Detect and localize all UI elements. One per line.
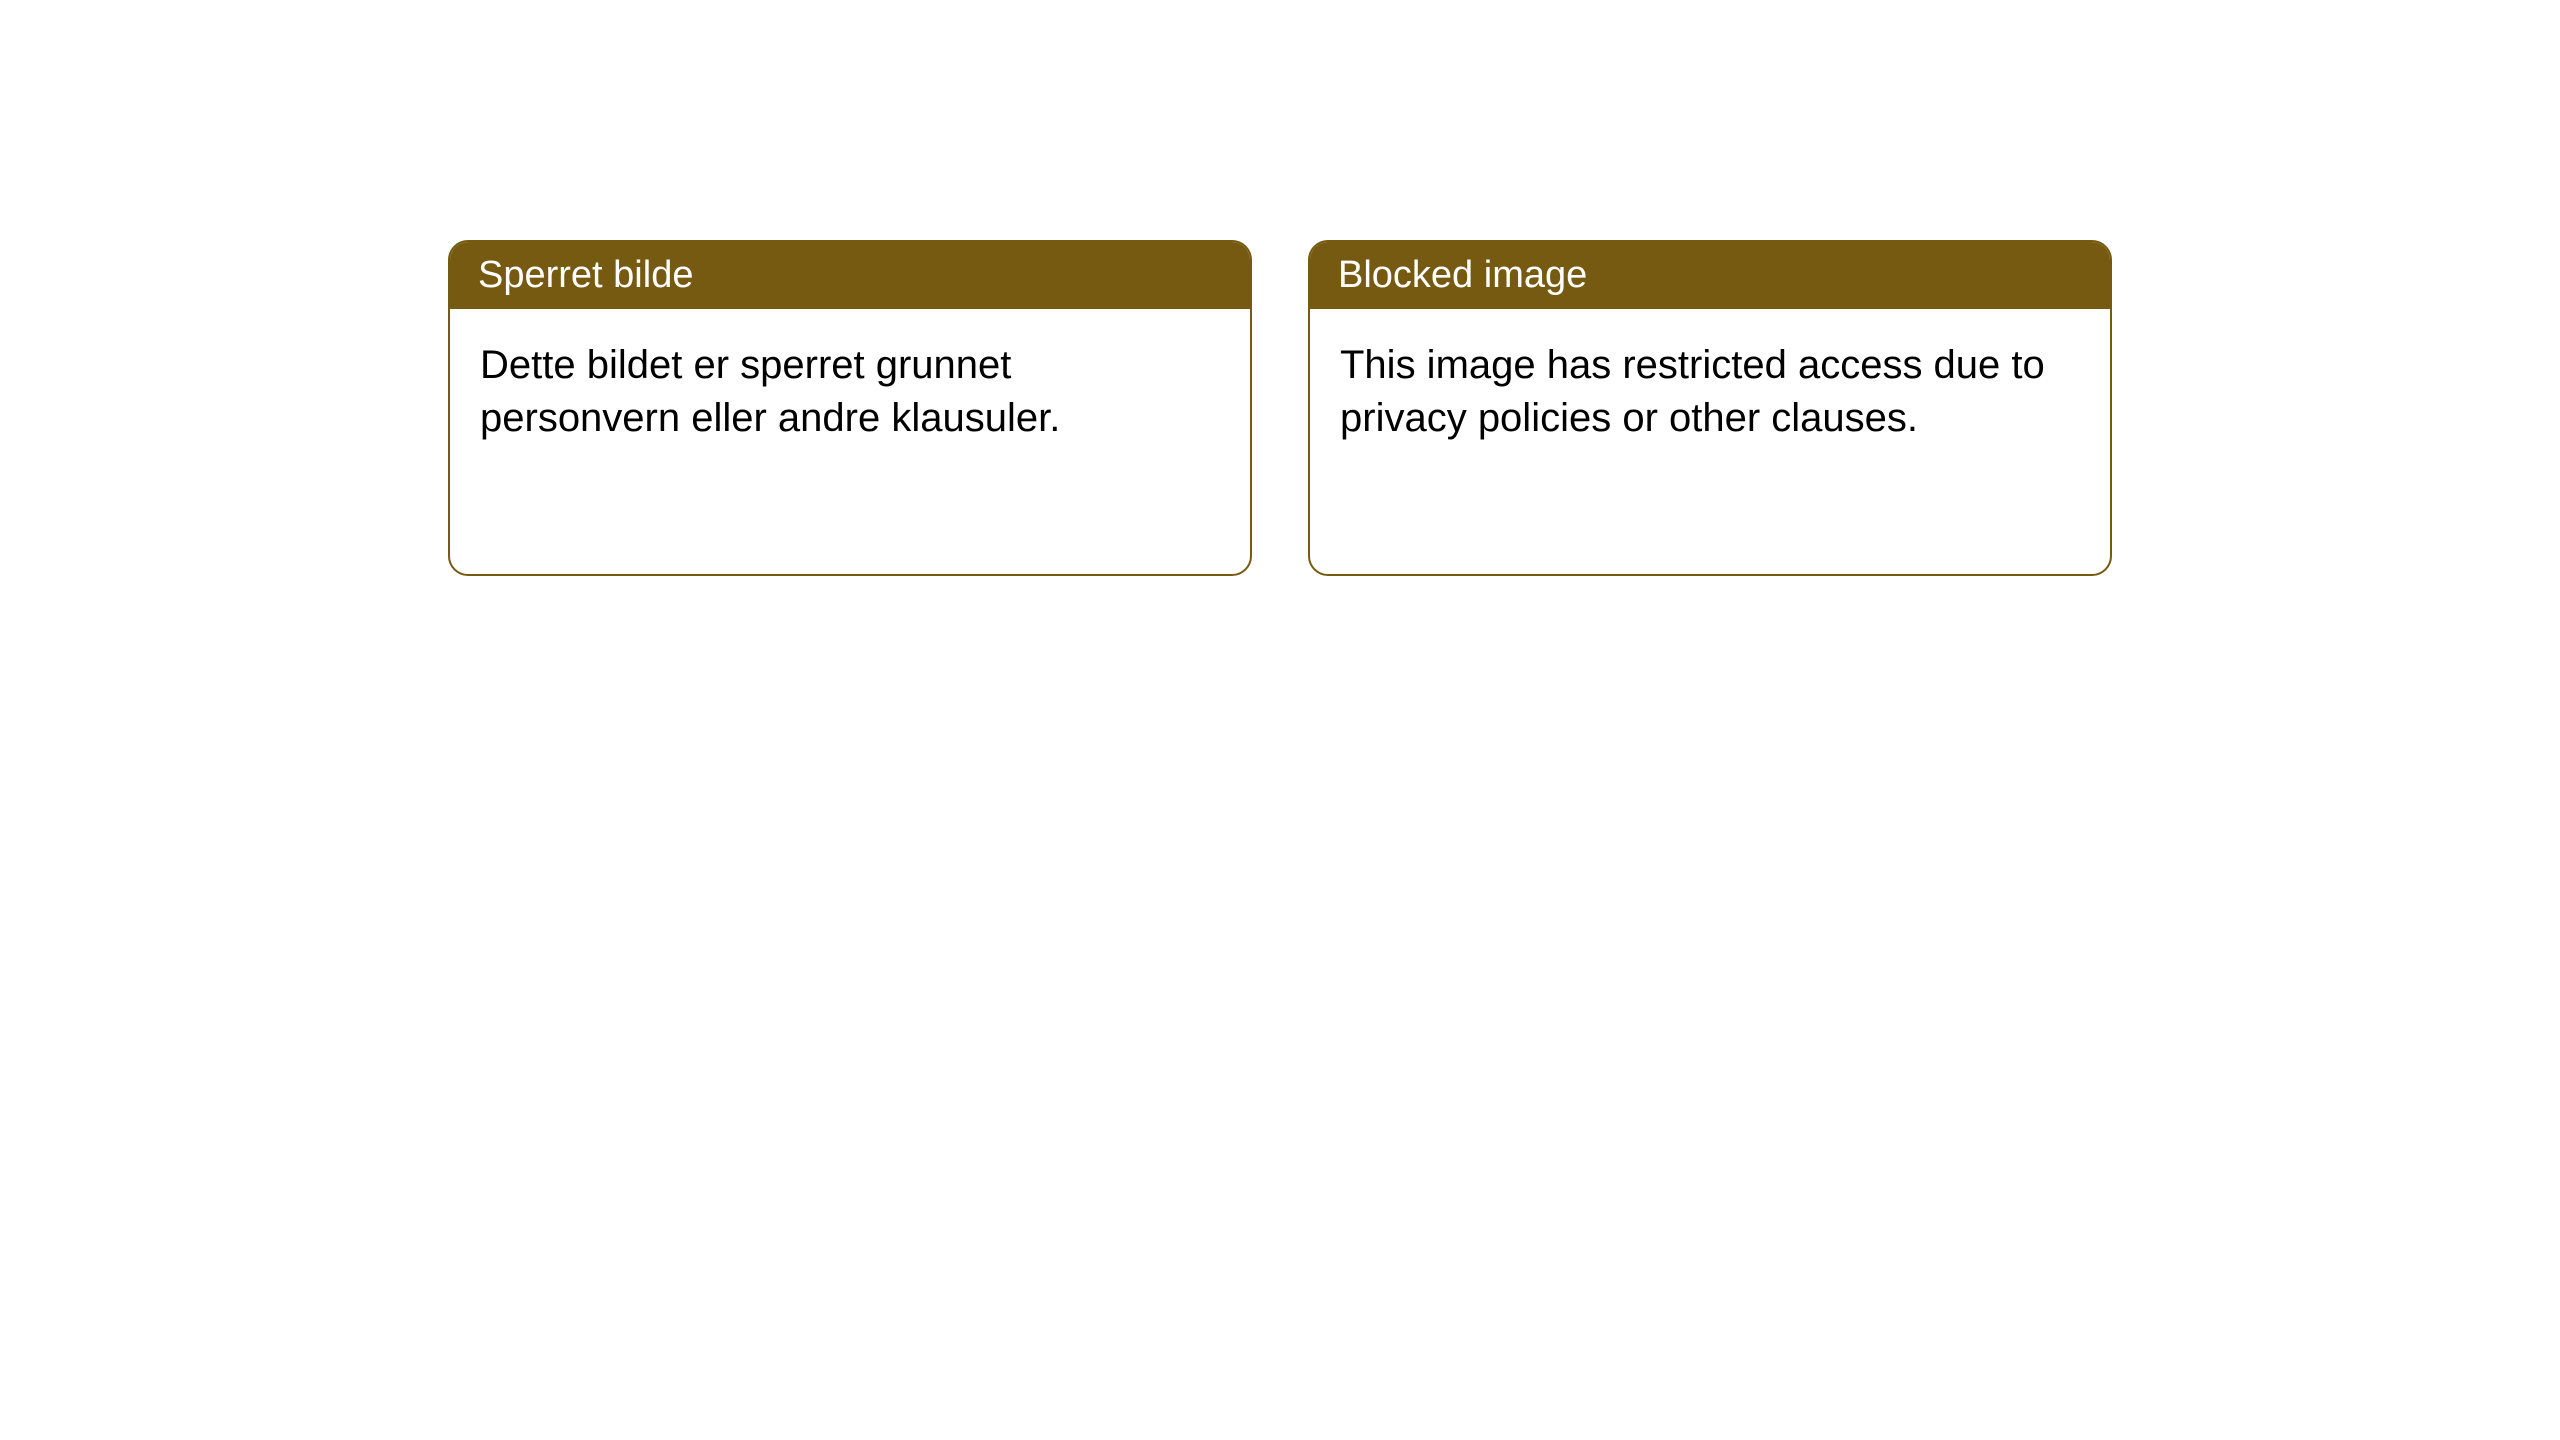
blocked-image-card-norwegian: Sperret bilde Dette bildet er sperret gr… [448, 240, 1252, 576]
card-title: Sperret bilde [450, 242, 1250, 309]
card-body: This image has restricted access due to … [1310, 309, 2110, 475]
cards-container: Sperret bilde Dette bildet er sperret gr… [0, 0, 2560, 576]
card-title: Blocked image [1310, 242, 2110, 309]
card-body: Dette bildet er sperret grunnet personve… [450, 309, 1250, 475]
blocked-image-card-english: Blocked image This image has restricted … [1308, 240, 2112, 576]
